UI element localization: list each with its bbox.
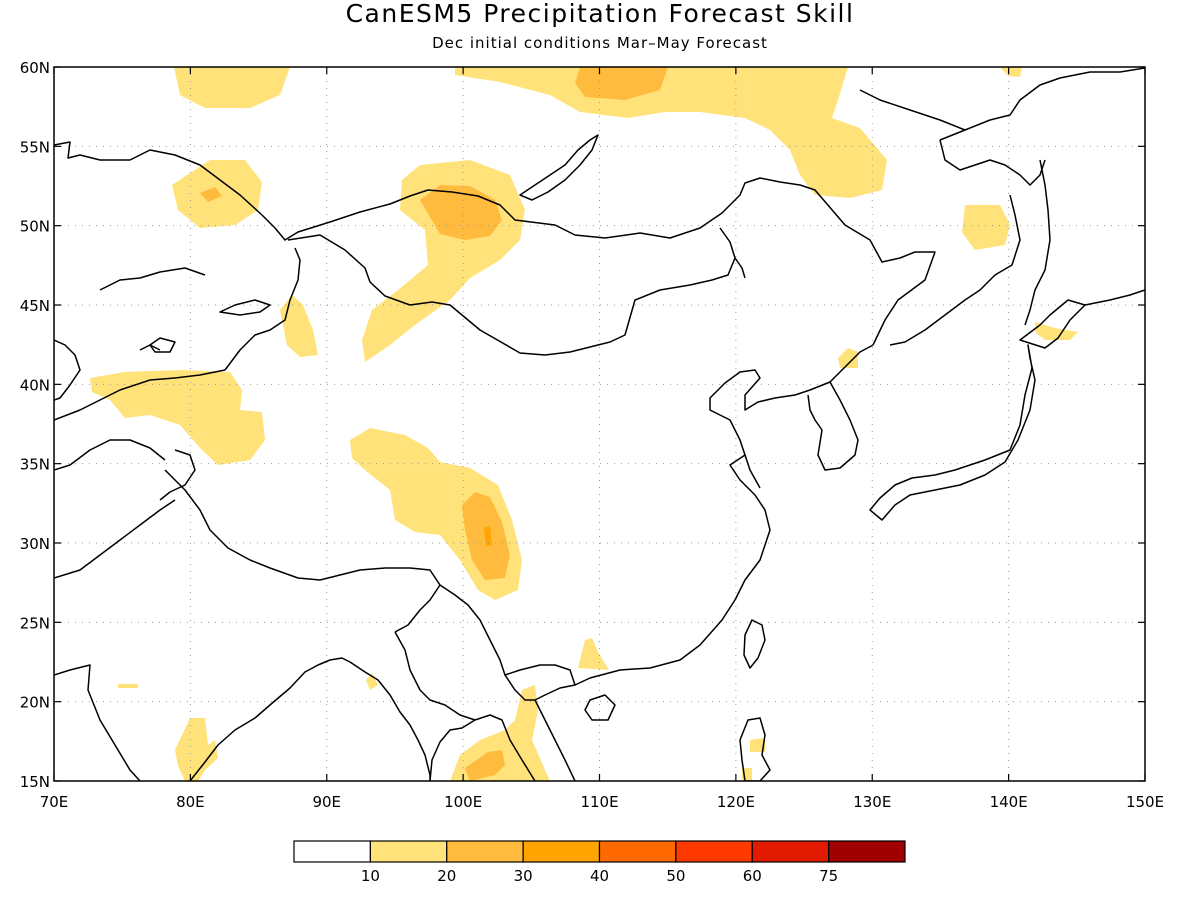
chart-subtitle: Dec initial conditions Mar–May Forecast [432,34,768,52]
coast-india [54,664,141,781]
tick-label-lat: 40N [20,376,50,394]
coast-korea-peninsula [534,344,874,701]
border-afghan [54,439,166,471]
shade-corner-ne [1000,67,1022,77]
coast-aral [149,337,176,353]
tick-label-lon: 120E [717,793,755,811]
tick-label-lat: 60N [20,59,50,77]
tick-label-lon: 70E [40,793,69,811]
coast-korea-east [807,381,859,471]
coast-bohai [734,257,746,279]
chart-title: CanESM5 Precipitation Forecast Skill [345,0,855,28]
coast-kazakh-north [99,267,206,291]
shade-arabian [118,684,138,688]
border-china-north [287,227,736,356]
border-central-asia [54,369,226,421]
coast-kurils [1084,289,1145,306]
shade-tianshan-small [280,295,318,357]
coast-lake-issyk [139,344,161,351]
shade20-north [575,67,668,100]
colorbar-label: 75 [819,867,838,885]
coast-hainan [584,694,616,721]
coast-bay-bengal-east [349,661,431,781]
coast-caspian [54,339,81,401]
tick-label-lon: 130E [853,793,891,811]
colorbar-swatch [369,840,448,863]
coast-kamchatka-east [939,67,1145,141]
tick-label-lon: 110E [580,793,618,811]
border-tibet-west [159,449,196,501]
coast-baikal [519,134,599,201]
coast-japan-honshu [869,344,1036,521]
colorbar-label: 30 [514,867,533,885]
colorbar-label: 50 [666,867,685,885]
tick-label-lon: 150E [1126,793,1164,811]
tick-label-lat: 30N [20,535,50,553]
shade-north-60n [174,67,290,108]
colorbar-swatch [675,840,753,863]
tick-label-lat: 55N [20,138,50,156]
shade20-baikal-west [420,185,502,240]
tick-label-lon: 140E [990,793,1028,811]
shade30-sichuan [484,526,492,546]
shade-indochina [450,685,550,781]
tick-label-lon: 80E [176,793,205,811]
coast-siberia-east [859,89,966,131]
coast-sakhalin [1024,159,1051,326]
colorbar-label: 10 [361,867,380,885]
tick-label-lon: 100E [444,793,482,811]
shade-japan-north [1035,322,1078,340]
border-pakistan [54,499,176,579]
skill-shading-30 [484,526,492,546]
shade20-kazakh [200,187,222,202]
shade20-indochina [465,750,505,781]
tick-label-lon: 90E [312,793,341,811]
coastlines [54,67,1145,781]
border-myanmar-thai [394,631,476,721]
coast-taiwan [743,619,766,669]
shade-north-central [455,67,887,198]
colorbar-swatch [598,840,677,863]
colorbar-swatch [446,840,524,863]
tick-label-lat: 50N [20,218,50,236]
tick-label-lat: 25N [20,614,50,632]
colorbar-swatch [751,840,830,863]
coast-gulf-tonkin [534,699,576,781]
shade-okhotsk [962,205,1010,250]
shade-myanmar-small [366,673,378,690]
coast-kamchatka [939,139,1046,186]
tick-label-lat: 45N [20,297,50,315]
shade-taiwan [750,738,765,752]
coast-luzon [739,717,771,781]
border-china-myanmar [439,584,576,686]
border-himalaya [164,469,441,633]
coast-north-asia [54,141,936,346]
tick-label-lat: 20N [20,694,50,712]
gridlines [54,67,1145,781]
axis-tick-labels: 70E 80E 90E 100E 110E 120E 130E 140E 150E 15N 20N 2… [20,59,1164,811]
colorbar-label: 40 [590,867,609,885]
border-kazakh-china [224,247,301,371]
border-laos-vietnam [504,674,535,701]
shade-korea-bay [838,348,858,368]
shade-indian-ocean [175,718,218,781]
colorbar-swatch [293,840,371,863]
colorbar-legend: 10 20 30 40 50 60 75 [293,840,906,885]
colorbar-swatch [522,840,601,863]
colorbar-label: 20 [437,867,456,885]
coast-india-east [189,657,351,781]
coast-ussuri [889,194,1021,346]
coast-balkhash [219,299,271,316]
axis-ticks [53,66,1146,782]
shade-south-china [578,638,609,670]
colorbar-label: 60 [743,867,762,885]
colorbar-swatch [828,840,906,863]
tick-label-lat: 35N [20,456,50,474]
coast-china-east [744,454,761,489]
tick-label-lat: 15N [20,773,50,791]
shade-central-asia [90,370,265,465]
